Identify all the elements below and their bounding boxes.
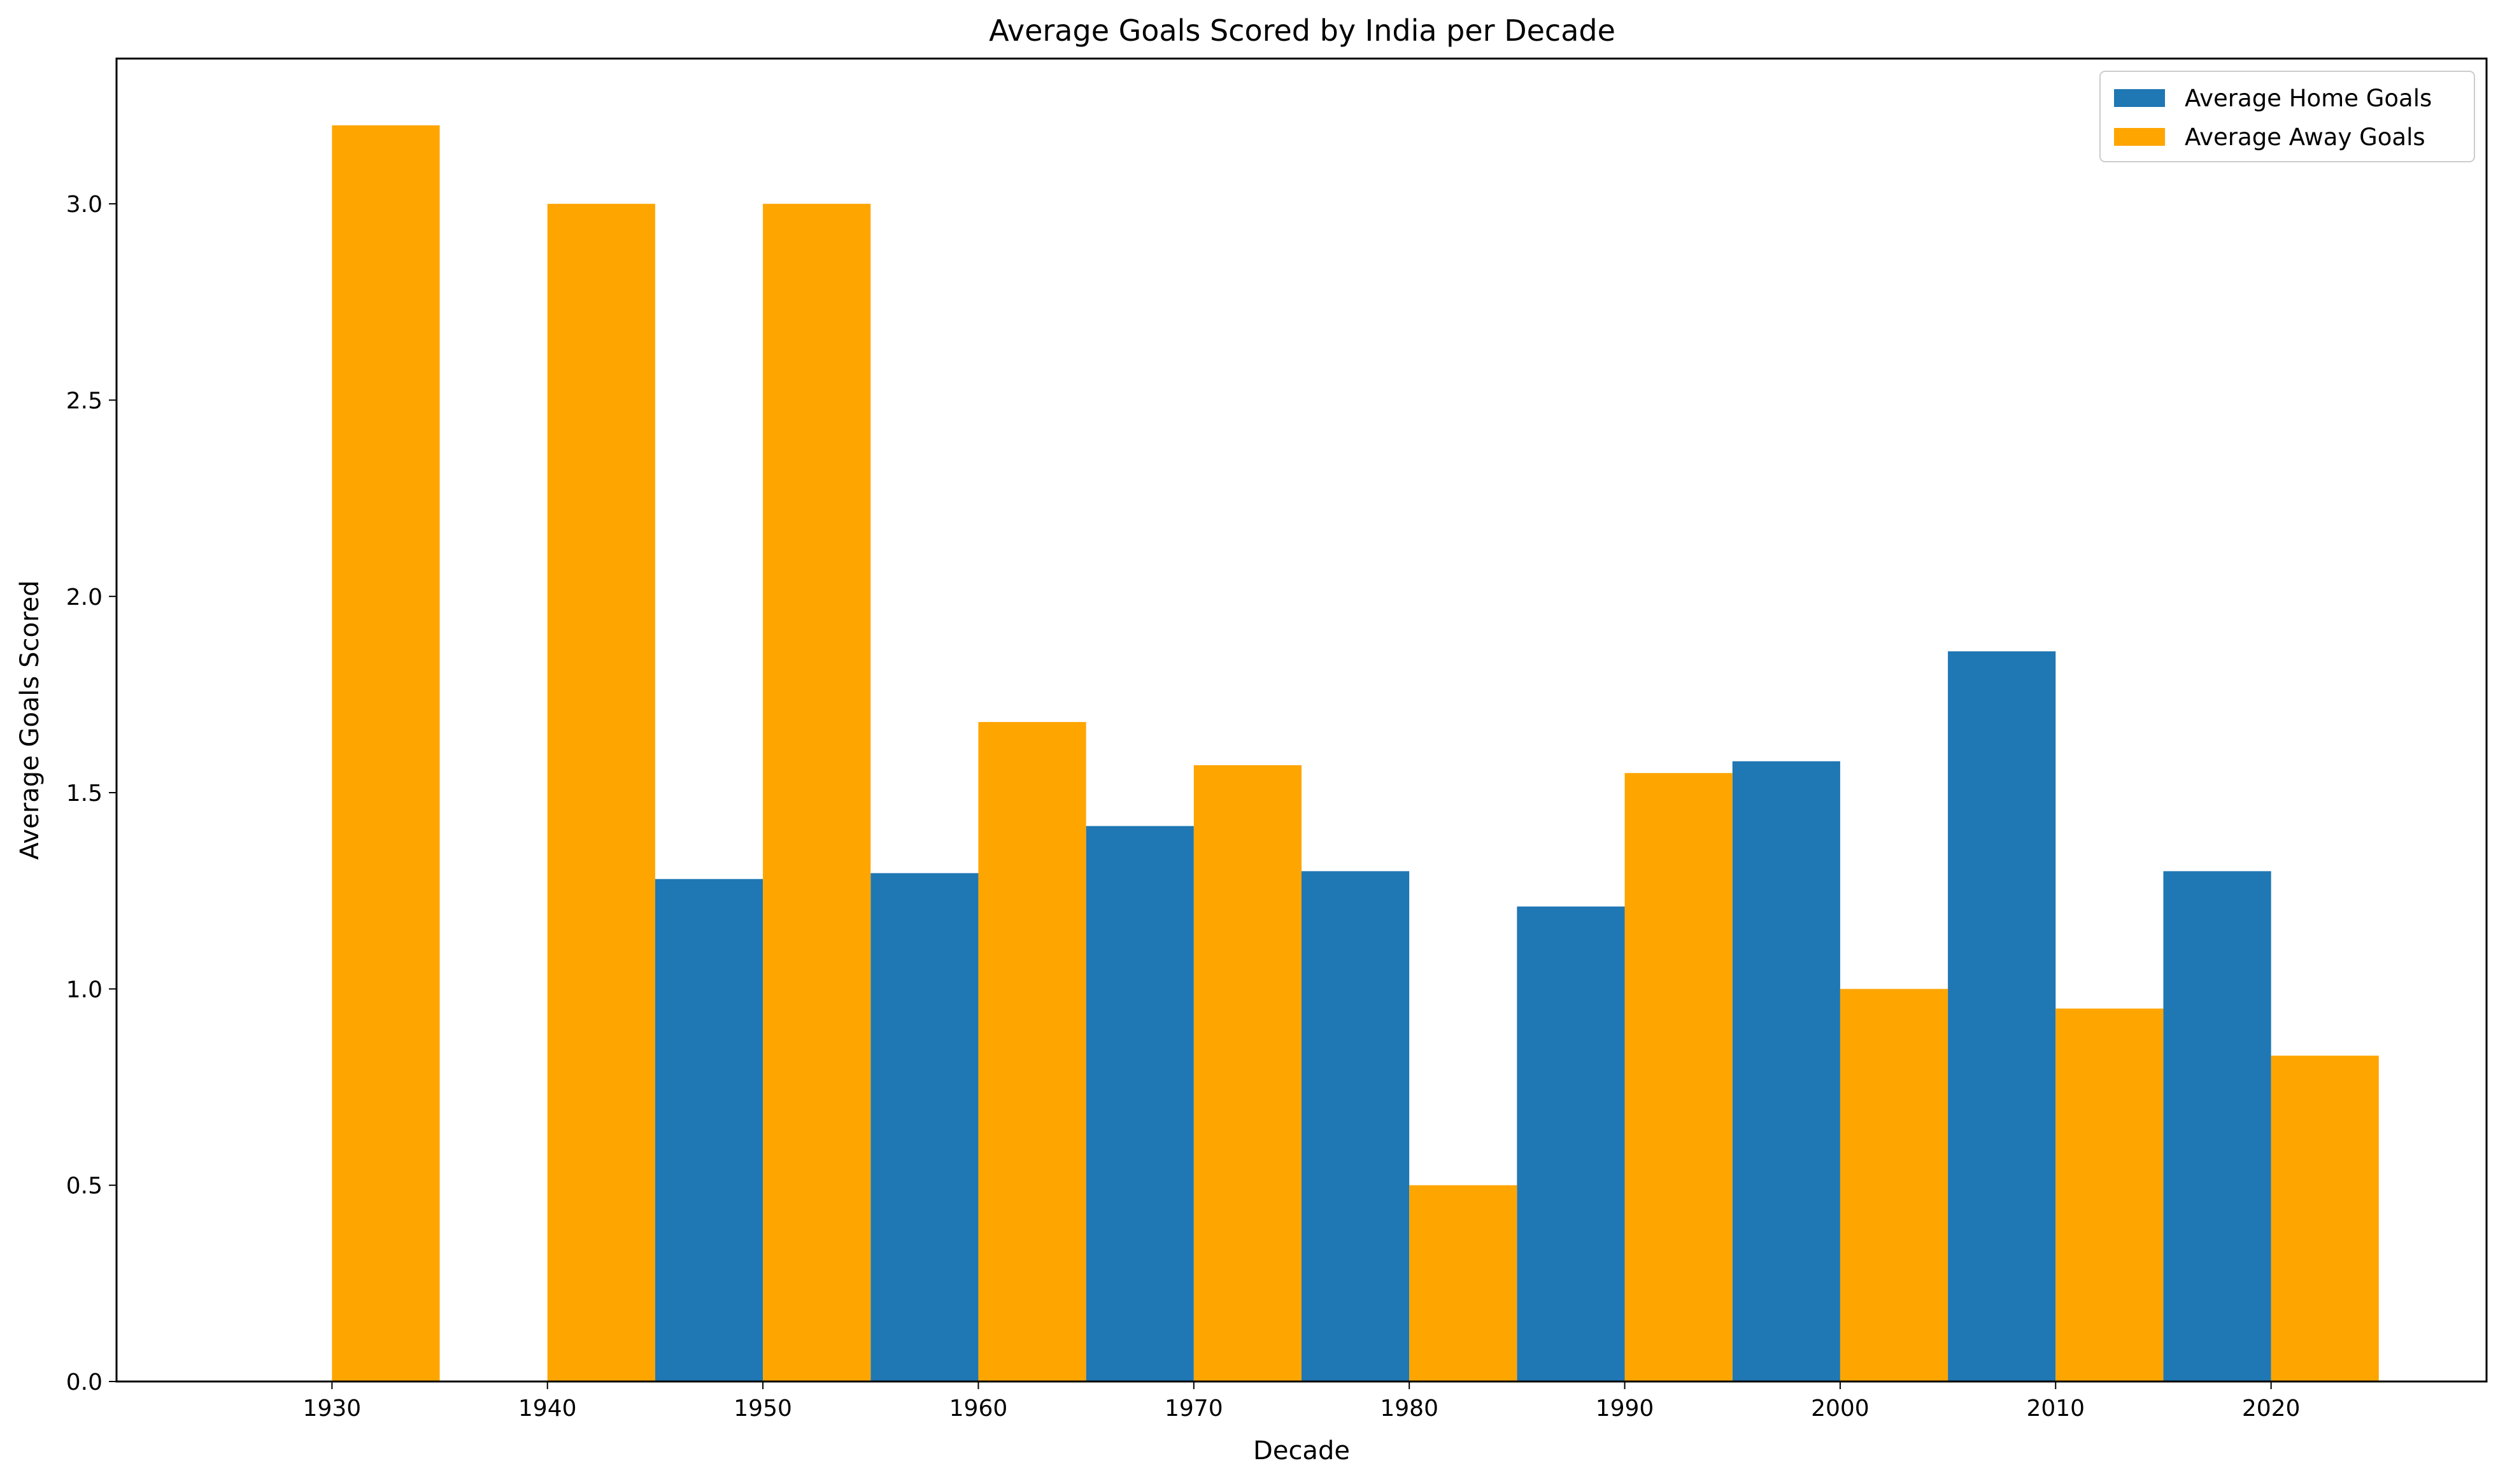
x-tick-label-2010: 2010 xyxy=(2026,1396,2085,1422)
away-goals-bar-1960 xyxy=(978,722,1086,1382)
x-tick-label-1990: 1990 xyxy=(1596,1396,1654,1422)
y-tick-label-0.5: 0.5 xyxy=(66,1173,103,1199)
legend-label-average-home-goals: Average Home Goals xyxy=(2185,85,2432,112)
y-tick-label-0.0: 0.0 xyxy=(66,1369,103,1396)
home-goals-bar-1960 xyxy=(870,873,979,1382)
x-tick-label-1930: 1930 xyxy=(303,1396,362,1422)
x-tick-label-2020: 2020 xyxy=(2242,1396,2301,1422)
x-axis: 1930 1940 1950 1960 1970 1980 1990 2000 2010 2020 xyxy=(303,1382,2301,1422)
away-goals-bar-1940 xyxy=(547,204,655,1382)
x-tick-label-1980: 1980 xyxy=(1380,1396,1438,1422)
home-goals-bar-2010 xyxy=(1948,651,2056,1382)
away-goals-bar-1930 xyxy=(332,125,440,1382)
away-goals-bar-1950 xyxy=(763,204,871,1382)
home-goals-bar-1980 xyxy=(1302,871,1410,1382)
away-goals-bar-1970 xyxy=(1193,765,1302,1382)
plot-area xyxy=(115,57,2488,1383)
bars-group xyxy=(332,125,2379,1382)
x-tick-label-1940: 1940 xyxy=(518,1396,577,1422)
legend-label-average-away-goals: Average Away Goals xyxy=(2185,124,2425,151)
y-tick-label-1.0: 1.0 xyxy=(66,977,103,1003)
y-tick-label-1.5: 1.5 xyxy=(66,781,103,807)
y-axis-label: Average Goals Scored xyxy=(15,580,45,859)
away-goals-bar-1990 xyxy=(1624,773,1733,1382)
y-tick-label-3.0: 3.0 xyxy=(66,192,103,218)
y-tick-label-2.0: 2.0 xyxy=(66,584,103,611)
away-goals-bar-2020 xyxy=(2271,1056,2379,1382)
plot-frame xyxy=(115,57,2488,1383)
home-goals-bar-2020 xyxy=(2163,871,2271,1382)
away-goals-bar-1980 xyxy=(1409,1185,1517,1382)
home-goals-bar-1970 xyxy=(1086,826,1194,1382)
x-axis-label: Decade xyxy=(1253,1436,1350,1466)
legend-frame xyxy=(2099,71,2475,162)
home-goals-bar-1950 xyxy=(655,879,763,1382)
x-tick-label-2000: 2000 xyxy=(1811,1396,1870,1422)
legend: Average Home Goals Average Away Goals xyxy=(2099,71,2475,162)
home-goals-bar-2000 xyxy=(1732,761,1840,1382)
y-axis: 0.0 0.5 1.0 1.5 2.0 2.5 3.0 xyxy=(66,192,117,1396)
x-tick-label-1960: 1960 xyxy=(949,1396,1008,1422)
legend-swatch-average-away-goals xyxy=(2114,128,2165,146)
x-tick-label-1970: 1970 xyxy=(1165,1396,1223,1422)
y-tick-label-2.5: 2.5 xyxy=(66,388,103,414)
chart-title: Average Goals Scored by India per Decade xyxy=(989,13,1615,48)
away-goals-bar-2000 xyxy=(1840,989,1948,1382)
away-goals-bar-2010 xyxy=(2055,1008,2164,1382)
home-goals-bar-1990 xyxy=(1517,906,1625,1382)
x-tick-label-1950: 1950 xyxy=(734,1396,792,1422)
legend-swatch-average-home-goals xyxy=(2114,89,2165,107)
